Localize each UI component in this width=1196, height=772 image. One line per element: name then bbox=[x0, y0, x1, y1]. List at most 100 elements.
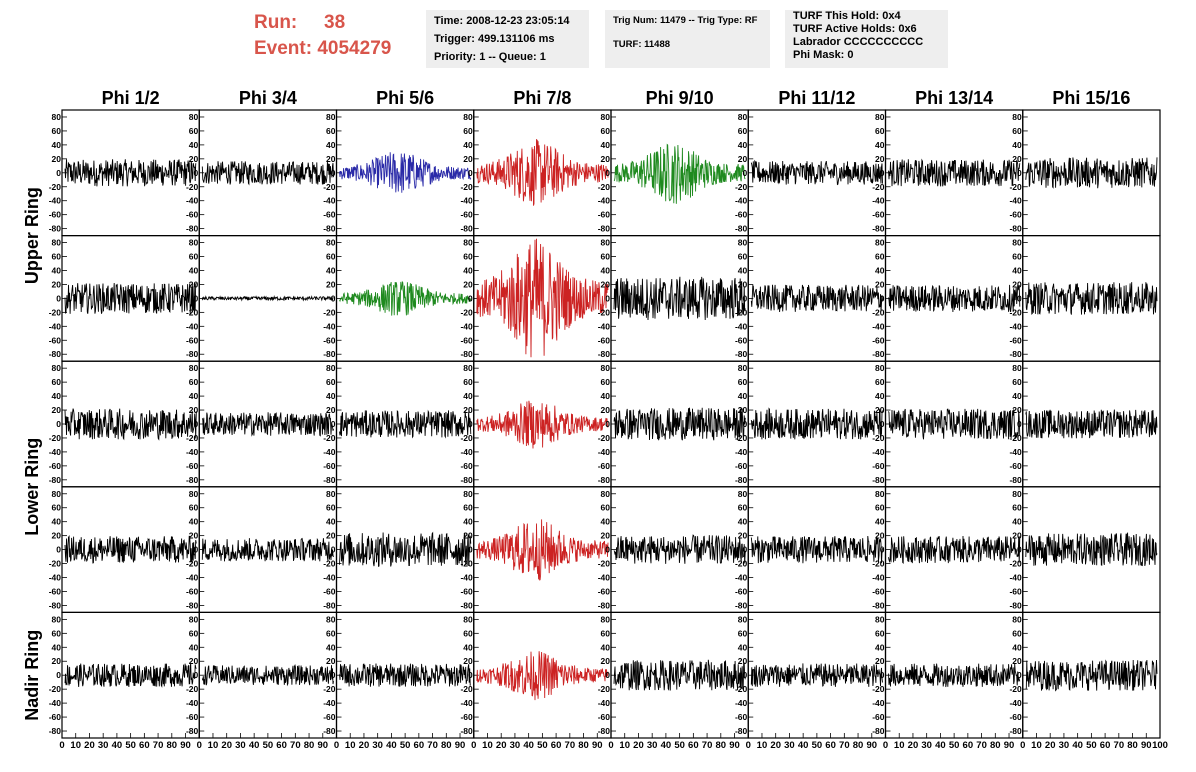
column-header: Phi 15/16 bbox=[1052, 88, 1130, 108]
trigger-info-box: Trig Num: 11479 -- Trig Type: RF TURF: 1… bbox=[605, 10, 770, 68]
y-tick-label: 80 bbox=[601, 112, 611, 122]
y-tick-label: 80 bbox=[601, 614, 611, 624]
y-tick-label: -60 bbox=[460, 712, 473, 722]
y-tick-label: 60 bbox=[326, 503, 336, 513]
y-tick-label: 60 bbox=[463, 126, 473, 136]
y-tick-label: 80 bbox=[738, 238, 748, 248]
trigger-text: Trigger: 499.131106 ms bbox=[434, 33, 555, 45]
y-tick-label: 20 bbox=[189, 656, 199, 666]
turf-this-hold-text: TURF This Hold: 0x4 bbox=[793, 10, 901, 22]
y-tick-label: -20 bbox=[186, 559, 199, 569]
x-tick-label: 90 bbox=[455, 740, 466, 751]
y-tick-label: 40 bbox=[52, 517, 62, 527]
waveform-trace bbox=[339, 152, 472, 193]
y-tick-label: -40 bbox=[323, 573, 336, 583]
y-tick-label: 40 bbox=[601, 642, 611, 652]
y-tick-label: -80 bbox=[598, 726, 611, 736]
y-tick-label: 20 bbox=[463, 154, 473, 164]
y-tick-label: 80 bbox=[326, 614, 336, 624]
y-tick-label: -80 bbox=[735, 475, 748, 485]
x-tick-label: 40 bbox=[935, 740, 946, 751]
run-event-header: Run: 38 Event: 4054279 bbox=[254, 10, 391, 62]
x-tick-label: 80 bbox=[578, 740, 589, 751]
y-tick-label: 80 bbox=[601, 489, 611, 499]
y-tick-label: 0 bbox=[194, 419, 199, 429]
y-tick-label: -60 bbox=[186, 586, 199, 596]
y-tick-label: 80 bbox=[326, 238, 336, 248]
y-tick-label: 40 bbox=[738, 517, 748, 527]
y-tick-label: -20 bbox=[460, 182, 473, 192]
y-tick-label: -20 bbox=[1009, 684, 1022, 694]
y-tick-label: -40 bbox=[186, 321, 199, 331]
y-tick-label: 40 bbox=[875, 265, 885, 275]
x-tick-label: 20 bbox=[359, 740, 370, 751]
y-tick-label: 20 bbox=[738, 531, 748, 541]
y-tick-label: 60 bbox=[52, 252, 62, 262]
y-tick-label: -80 bbox=[1009, 224, 1022, 234]
y-tick-label: -20 bbox=[735, 559, 748, 569]
y-tick-label: 40 bbox=[52, 140, 62, 150]
y-tick-label: 60 bbox=[738, 252, 748, 262]
y-tick-label: 60 bbox=[326, 252, 336, 262]
y-tick-label: 0 bbox=[194, 168, 199, 178]
y-tick-label: 0 bbox=[331, 293, 336, 303]
y-tick-label: 80 bbox=[1012, 363, 1022, 373]
y-tick-label: 60 bbox=[52, 503, 62, 513]
x-tick-label: 10 bbox=[345, 740, 356, 751]
y-tick-label: 20 bbox=[1012, 279, 1022, 289]
y-tick-label: -40 bbox=[186, 573, 199, 583]
y-tick-label: 0 bbox=[331, 168, 336, 178]
y-tick-label: -20 bbox=[1009, 307, 1022, 317]
waveform-trace bbox=[64, 282, 197, 314]
y-tick-label: 80 bbox=[875, 489, 885, 499]
y-tick-label: -60 bbox=[598, 210, 611, 220]
x-tick-label: 40 bbox=[112, 740, 123, 751]
x-tick-label: 30 bbox=[647, 740, 658, 751]
event-label: Event: bbox=[254, 38, 313, 59]
y-tick-label: -40 bbox=[872, 698, 885, 708]
y-tick-label: -80 bbox=[186, 726, 199, 736]
y-tick-label: 80 bbox=[875, 363, 885, 373]
x-tick-label: 50 bbox=[949, 740, 960, 751]
y-tick-label: 60 bbox=[601, 377, 611, 387]
y-tick-label: 40 bbox=[463, 391, 473, 401]
y-tick-label: 80 bbox=[463, 489, 473, 499]
waveform-trace bbox=[201, 412, 334, 437]
x-tick-label: 50 bbox=[1086, 740, 1097, 751]
y-tick-label: 0 bbox=[880, 545, 885, 555]
y-tick-label: 80 bbox=[326, 112, 336, 122]
y-tick-label: 20 bbox=[463, 279, 473, 289]
y-tick-label: 20 bbox=[189, 154, 199, 164]
y-tick-label: -40 bbox=[872, 321, 885, 331]
y-tick-label: -40 bbox=[186, 447, 199, 457]
y-tick-label: 60 bbox=[52, 628, 62, 638]
x-tick-label: 0 bbox=[59, 740, 64, 751]
y-tick-label: 40 bbox=[1012, 140, 1022, 150]
y-tick-label: 20 bbox=[1012, 405, 1022, 415]
waveform-trace bbox=[613, 276, 746, 321]
y-tick-label: -40 bbox=[186, 698, 199, 708]
y-tick-label: 80 bbox=[1012, 489, 1022, 499]
waveform-trace bbox=[1025, 531, 1158, 567]
x-tick-label: 20 bbox=[496, 740, 507, 751]
y-tick-label: 40 bbox=[326, 391, 336, 401]
waveform-trace bbox=[201, 664, 334, 687]
y-tick-label: -80 bbox=[186, 224, 199, 234]
y-tick-label: 80 bbox=[326, 363, 336, 373]
y-tick-label: 80 bbox=[189, 112, 199, 122]
y-tick-label: 20 bbox=[875, 531, 885, 541]
y-tick-label: 40 bbox=[875, 140, 885, 150]
y-tick-label: 80 bbox=[875, 112, 885, 122]
x-tick-label: 40 bbox=[386, 740, 397, 751]
y-tick-label: 40 bbox=[52, 265, 62, 275]
waveform-trace bbox=[888, 535, 1021, 564]
y-tick-label: 0 bbox=[331, 545, 336, 555]
y-tick-label: 20 bbox=[189, 279, 199, 289]
x-tick-label: 60 bbox=[963, 740, 974, 751]
y-tick-label: 40 bbox=[738, 265, 748, 275]
y-tick-label: 20 bbox=[326, 405, 336, 415]
y-tick-label: -20 bbox=[598, 684, 611, 694]
phi-mask-text: Phi Mask: 0 bbox=[793, 49, 854, 61]
y-tick-label: 60 bbox=[875, 628, 885, 638]
y-tick-label: 60 bbox=[326, 628, 336, 638]
